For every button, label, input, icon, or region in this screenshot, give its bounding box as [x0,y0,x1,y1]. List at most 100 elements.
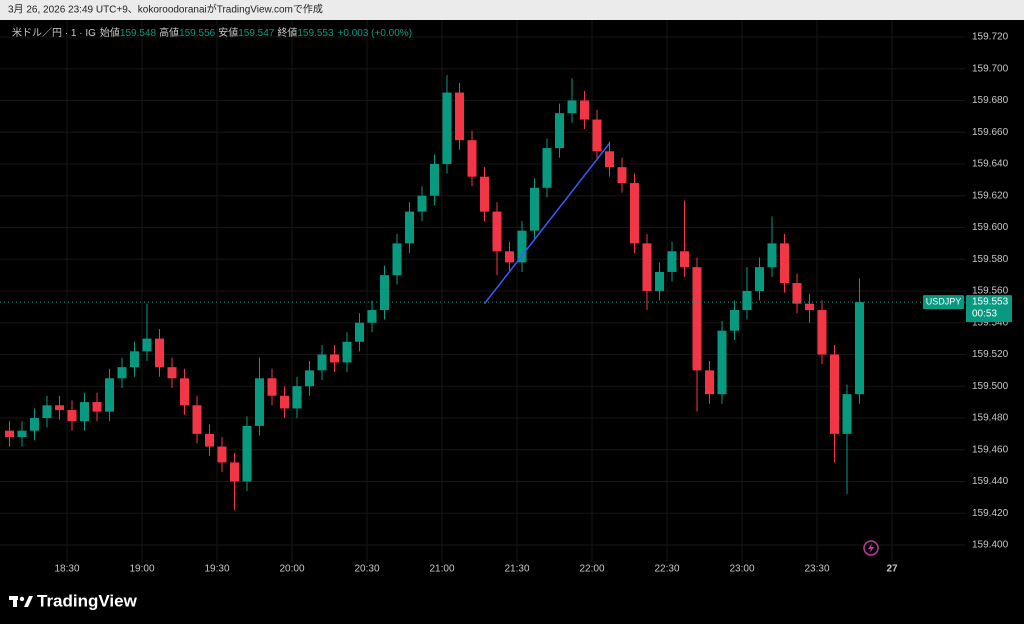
candle-body [355,322,364,342]
candle-body [367,310,377,323]
candle-body [667,251,677,272]
x-tick-label: 20:30 [354,564,379,575]
candle-body [130,351,139,368]
candle-body [155,338,164,368]
candle-body [180,378,189,406]
x-tick-label: 19:00 [129,564,154,575]
symbol-tag: USDJPY [926,296,962,306]
y-tick-label: 159.600 [972,222,1009,233]
low-value: 159.547 [238,28,275,39]
candle-body [592,119,602,152]
x-tick-label: 27 [886,564,898,575]
price-tag-bg [966,295,1012,323]
candle-body [380,275,389,311]
candle-body [280,395,289,409]
candle-body [542,148,552,188]
candle-body [792,283,802,304]
top-bar [0,0,1024,20]
close-value: 159.553 [297,28,334,39]
symbol-tag-bg [923,295,964,310]
y-tick-label: 159.420 [972,508,1009,519]
candle-body [555,113,564,149]
y-tick-label: 159.520 [972,349,1009,360]
candle-body [680,251,689,268]
candle-body [780,243,789,284]
chart-bg [0,20,1024,624]
candle-body [205,433,214,447]
x-tick-label: 22:00 [579,564,604,575]
candle-body [705,370,714,395]
candle-body [92,402,102,412]
candle-body [55,405,64,411]
candle-body [167,367,177,379]
candle-body [142,338,152,352]
y-tick-label: 159.560 [972,286,1009,297]
candle-body [417,195,427,212]
candle-body [17,430,27,438]
candle-body [517,230,527,263]
x-tick-label: 18:30 [54,564,79,575]
candle-body [480,176,489,212]
y-tick-label: 159.460 [972,444,1009,455]
countdown: 00:53 [972,309,997,320]
y-tick-label: 159.580 [972,254,1009,265]
candle-body [842,394,852,434]
alert-icon [863,540,879,556]
low-label: 安値 [218,26,238,39]
candle-body [817,310,827,355]
candle-body [317,354,327,371]
marks [0,75,965,511]
candle-body [342,341,352,363]
x-tick-label: 20:00 [279,564,304,575]
candle-body [255,378,264,426]
x-tick-label: 23:30 [804,564,829,575]
candle-body [330,354,339,363]
x-tick-label: 19:30 [204,564,229,575]
candle-body [5,430,14,438]
y-tick-label: 159.540 [972,317,1009,328]
candle-body [580,100,589,120]
y-tick-label: 159.500 [972,381,1009,392]
candle-body [755,267,764,291]
candle-body [30,417,39,431]
candle-body [655,271,664,291]
y-tick-label: 159.440 [972,476,1009,487]
candle-body [630,183,639,244]
candle-body [67,410,77,422]
candle-body [642,243,652,291]
y-tick-label: 159.480 [972,413,1009,424]
candle-body [567,100,577,114]
candle-body [292,386,302,409]
candle-body [230,462,239,482]
candle-body [392,243,402,276]
candle-body [855,302,864,395]
candle-body [267,378,277,396]
candle-body [530,187,539,231]
change: +0.003 (+0.00%) [338,28,413,39]
x-tick-label: 23:00 [729,564,754,575]
candle-body [505,251,514,263]
candle-body [717,330,727,395]
ohlc-header: 米ドル／円 · 1 · IG 始値159.548 高値159.556 安値159.54… [12,26,412,39]
candle-body [617,167,627,184]
open-value: 159.548 [120,28,157,39]
caption: 3月 26, 2026 23:49 UTC+9、kokoroodoranaiがT… [8,3,323,16]
candle-body [192,405,202,434]
x-tick-label: 22:30 [654,564,679,575]
candle-body [105,378,114,412]
candle-body [730,310,739,331]
candle-body [692,267,702,371]
candle-body [217,446,227,463]
y-tick-label: 159.680 [972,95,1009,106]
high-value: 159.556 [179,28,216,39]
candle-body [830,354,839,434]
y-tick-label: 159.620 [972,190,1009,201]
logo [9,596,33,607]
grid [0,20,965,562]
candle-body [430,163,439,196]
price-tag: 159.553 [972,297,1009,308]
open-label: 始値 [100,26,120,39]
candle-body [467,140,477,177]
